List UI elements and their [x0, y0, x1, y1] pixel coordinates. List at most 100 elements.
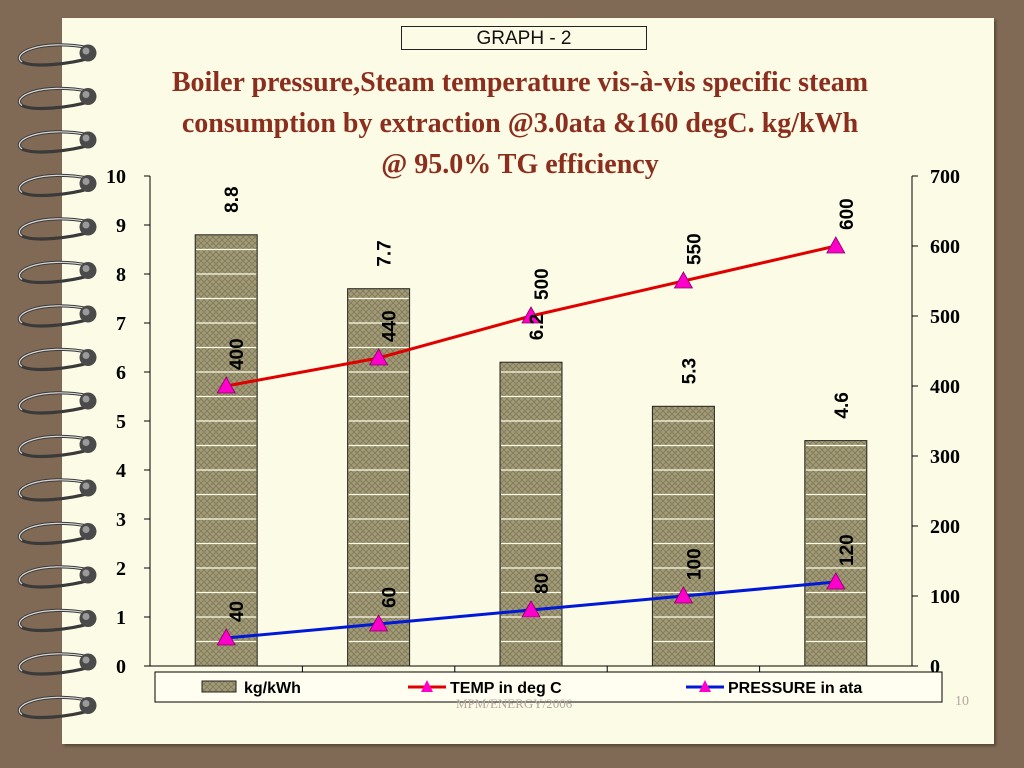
left-tick-label: 5: [116, 411, 126, 433]
pressure-data-label: 80: [532, 573, 553, 594]
temp-marker: [216, 376, 236, 394]
spiral-ring-highlight: [19, 566, 91, 585]
right-tick-label: 100: [930, 586, 960, 608]
bar-data-label: 8.8: [222, 186, 243, 212]
temp-marker: [368, 348, 389, 366]
binding-hole-highlight: [82, 352, 90, 359]
pressure-data-label: 60: [380, 587, 401, 608]
binding-hole-highlight: [82, 265, 90, 272]
left-tick-label: 6: [116, 362, 126, 384]
title-line-1: Boiler pressure,Steam temperature vis-à-…: [171, 67, 869, 98]
binding-hole-highlight: [82, 134, 90, 142]
binding-hole-highlight: [82, 47, 90, 55]
pressure-data-label: 40: [227, 601, 248, 622]
binding-hole-highlight: [82, 482, 90, 490]
title-line-3: @ 95.0% TG efficiency: [381, 149, 659, 180]
right-tick-label: 0: [930, 656, 940, 678]
left-tick-label: 9: [116, 215, 126, 237]
spiral-ring-highlight: [19, 174, 91, 193]
line-series: [216, 236, 846, 646]
right-tick-label: 400: [930, 376, 960, 398]
binding-hole-highlight: [82, 526, 90, 533]
bar: [804, 440, 868, 667]
temp-data-label: 500: [532, 268, 553, 300]
temp-marker: [826, 236, 846, 254]
legend-bar-label: kg/kWh: [244, 680, 301, 697]
legend-bar-swatch: [201, 680, 237, 693]
binding-hole-highlight: [82, 308, 90, 316]
binding-hole-highlight: [82, 178, 90, 185]
pressure-data-label: 120: [837, 534, 858, 566]
temp-marker: [673, 271, 694, 289]
right-tick-label: 200: [930, 516, 960, 538]
binding-hole-highlight: [82, 439, 90, 446]
bar: [347, 288, 411, 667]
bar-data-label: 4.6: [832, 392, 853, 418]
chart-title: Boiler pressure,Steam temperature vis-à-…: [80, 62, 960, 185]
binding-hole-highlight: [82, 569, 90, 577]
temp-data-label: 400: [227, 338, 248, 370]
legend-box: [154, 671, 943, 703]
bar-series: [194, 234, 868, 667]
legend-pressure-marker: [699, 680, 711, 692]
binding-hole-highlight: [82, 613, 90, 620]
spiral-ring-highlight: [19, 305, 91, 324]
chart-legend: kg/kWh TEMP in deg C PRESSURE in ata: [154, 671, 943, 703]
spiral-ring-highlight: [19, 435, 91, 454]
bar: [651, 405, 715, 667]
pressure-marker: [216, 628, 236, 646]
pressure-marker: [826, 572, 846, 590]
graph-label: GRAPH - 2: [401, 26, 647, 50]
spiral-binding: [18, 43, 97, 720]
spiral-ring-highlight: [19, 44, 91, 63]
temp-data-label: 550: [684, 233, 705, 265]
left-tick-label: 2: [116, 558, 126, 580]
spiral-ring-highlight: [19, 348, 91, 367]
bar-data-label: 7.7: [375, 240, 396, 266]
spiral-ring-highlight: [19, 609, 91, 628]
bar: [194, 234, 258, 667]
temp-data-label: 600: [837, 198, 858, 230]
pressure-marker: [521, 600, 541, 618]
right-tick-label: 500: [930, 306, 960, 328]
pressure-marker: [673, 586, 694, 604]
legend-temp-marker: [421, 680, 433, 692]
title-line-2: consumption by extraction @3.0ata &160 d…: [181, 108, 859, 139]
pressure-data-label: 100: [684, 548, 705, 580]
bar: [499, 361, 563, 667]
spiral-ring-highlight: [19, 392, 91, 411]
binding-hole-highlight: [82, 395, 90, 403]
spiral-ring-highlight: [19, 479, 91, 498]
binding-hole-highlight: [82, 221, 90, 229]
right-tick-label: 600: [930, 236, 960, 258]
pressure-marker: [368, 614, 389, 632]
left-tick-label: 1: [116, 607, 126, 629]
spiral-ring-highlight: [19, 131, 91, 150]
bar-data-label: 5.3: [679, 358, 700, 384]
legend-pressure-label: PRESSURE in ata: [728, 680, 862, 697]
left-tick-label: 3: [116, 509, 126, 531]
left-tick-label: 4: [116, 460, 126, 482]
spiral-ring-highlight: [19, 696, 91, 715]
left-tick-label: 0: [116, 656, 126, 678]
binding-hole-highlight: [82, 91, 90, 98]
data-labels: 8.8 7.7 6.2 5.3 4.6 400 440 500 550 600 40 60 80 100 1…: [222, 186, 858, 622]
footer-text: MPM/ENERGY/2006: [456, 696, 573, 711]
right-tick-label: 300: [930, 446, 960, 468]
binding-hole-highlight: [82, 656, 90, 664]
spiral-ring-highlight: [19, 261, 91, 280]
spiral-ring-highlight: [19, 653, 91, 672]
spiral-ring-highlight: [19, 218, 91, 237]
spiral-ring-highlight: [19, 522, 91, 541]
right-tick-label: 700: [930, 166, 960, 188]
temp-data-label: 440: [380, 310, 401, 342]
bar-data-label: 6.2: [527, 314, 548, 340]
page-number: 10: [955, 694, 969, 709]
binding-hole-highlight: [82, 700, 90, 707]
temp-marker: [521, 306, 541, 324]
spiral-ring-highlight: [19, 87, 91, 106]
legend-temp-label: TEMP in deg C: [450, 680, 562, 697]
left-tick-label: 10: [106, 166, 126, 188]
